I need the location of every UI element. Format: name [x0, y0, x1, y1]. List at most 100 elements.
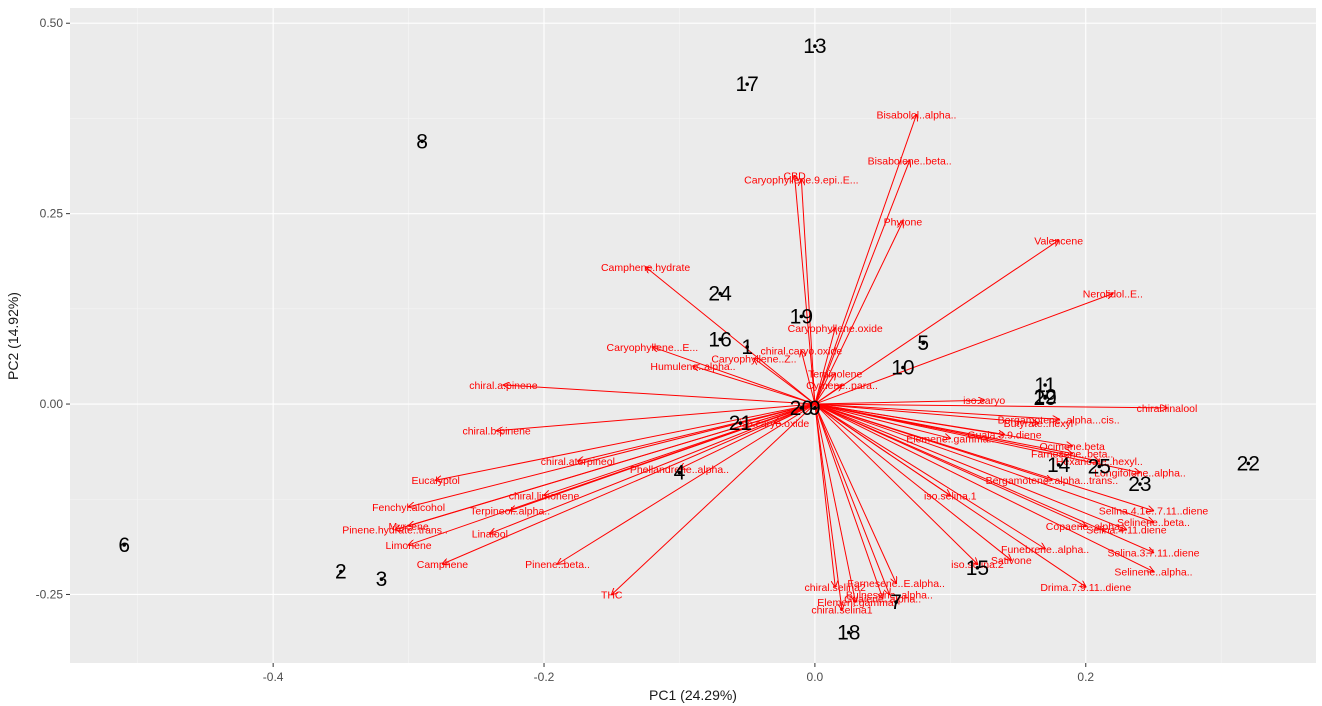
observation-point: [420, 139, 424, 144]
loading-label: Guaiene..alpha..: [844, 593, 921, 605]
x-tick-label: 0.2: [1077, 670, 1094, 684]
x-tick-label: -0.2: [534, 670, 555, 684]
observation-point: [1138, 482, 1142, 486]
observation-label: 24: [708, 283, 732, 306]
loading-label: Terpineol..alpha..: [470, 506, 550, 518]
loading-arrow: [814, 403, 950, 438]
loading-label: Caryophyllene..Z..: [711, 353, 796, 365]
loading-label: Bisabolene..beta..: [868, 155, 952, 167]
loading-label: Caryophyllene.oxide: [788, 323, 883, 335]
observation-point: [718, 291, 722, 296]
y-tick-label: 0.50: [40, 16, 64, 30]
loading-label: Terpinolene: [808, 369, 862, 381]
loading-label: Caryophyllene.9.epi..E...: [744, 174, 858, 186]
loading-arrow: [442, 403, 816, 564]
observation-label: 22: [1237, 452, 1260, 475]
loading-arrow: [409, 403, 816, 507]
loading-arrow: [646, 267, 816, 405]
loading-label: Butyrate..hexyl: [1004, 418, 1073, 430]
loading-arrow: [814, 403, 1154, 522]
observation-label: 19: [790, 305, 813, 328]
plot-panel: [70, 8, 1316, 663]
loading-arrow: [395, 403, 816, 530]
observation-label: 17: [735, 73, 758, 96]
y-axis-title: PC2 (14.92%): [5, 292, 21, 380]
loading-label: chiral.aterpineol: [541, 456, 615, 468]
loading-label: CBD: [783, 171, 806, 183]
y-tick-label: 0.25: [40, 207, 64, 221]
loading-arrow: [801, 351, 816, 405]
loading-label: Fenchyl.alcohol: [372, 502, 445, 514]
loading-arrow: [814, 403, 883, 598]
loading-label: Farnesene..E.alpha..: [847, 578, 944, 590]
x-tick-label: 0.0: [807, 670, 824, 684]
loading-label: Elemene..gamma..: [906, 433, 994, 445]
loading-label: chiral.selina1: [811, 605, 872, 617]
observation-label: 6: [118, 534, 130, 557]
observation-label: 9: [809, 397, 821, 420]
loading-label: Camphene: [417, 559, 469, 571]
loading-arrow: [814, 403, 1154, 511]
loading-label: Phellandrene..alpha..: [630, 464, 729, 476]
observation-points: 12 34567891011121314151617181920212223242…: [118, 35, 1260, 644]
observation-point: [894, 600, 898, 604]
observation-point: [1246, 461, 1251, 466]
loading-label: iso.selina.2: [951, 559, 1004, 571]
x-tick-label: -0.4: [263, 670, 284, 684]
observation-point: [745, 82, 749, 86]
observation-point: [122, 543, 126, 547]
loading-label: iso.caryo.oxide: [739, 418, 809, 430]
observation-point: [339, 569, 343, 574]
observation-label: 20: [790, 397, 813, 420]
observation-point: [921, 341, 926, 345]
loading-label: Bisabolol..alpha..: [876, 110, 956, 122]
loading-arrow: [490, 403, 816, 533]
loading-arrow: [814, 374, 835, 405]
loading-label: Pinene.hydrate..trans..: [342, 525, 448, 537]
loading-arrow: [652, 347, 816, 405]
observation-label: 5: [917, 332, 929, 355]
loading-arrow: [795, 176, 816, 405]
observation-label: 8: [416, 130, 428, 153]
loading-label: Guaia.3.9.diene: [967, 430, 1041, 442]
loading-label: Sativone: [991, 555, 1032, 567]
observation-label: 21: [729, 412, 752, 435]
loading-arrow: [814, 240, 1059, 405]
observation-label: 13: [803, 35, 826, 58]
observation-point: [1043, 383, 1047, 387]
loading-arrow: [814, 400, 984, 405]
loading-arrow: [814, 403, 1086, 587]
loading-label: Bergamotene..alpha...trans..: [986, 475, 1119, 487]
loading-label: Selina.3.7.11..diene: [1107, 548, 1199, 560]
loading-label: chiral.selina2: [805, 582, 866, 594]
loading-arrow: [409, 403, 816, 545]
loading-arrow: [814, 403, 1167, 408]
loading-arrow: [814, 403, 1038, 423]
grid-lines: [70, 8, 1316, 663]
loading-label: Selina.4.1e..7.11..diene: [1099, 506, 1209, 518]
loading-label: iso.selina.1: [924, 490, 977, 502]
observation-label: 2: [335, 561, 347, 584]
loading-arrow: [814, 403, 1072, 446]
loading-labels: Bisabolol..alpha..Bisabolene..beta..CBDC…: [342, 110, 1208, 617]
loading-label: Phytone: [884, 216, 923, 228]
loading-arrow: [814, 115, 917, 405]
loading-label: chiral.caryo.oxide: [760, 346, 842, 358]
loading-label: Selinene..alpha..: [1114, 567, 1192, 579]
observation-point: [745, 345, 749, 349]
loading-arrow: [436, 403, 815, 480]
loading-label: chiral.b.pinene: [462, 426, 530, 438]
loading-label: chiral.a.pinene: [469, 380, 537, 392]
loading-arrow: [814, 385, 842, 405]
loading-arrow: [814, 403, 978, 564]
loading-label: Ocimene.beta: [1040, 441, 1106, 453]
observation-point: [718, 337, 722, 342]
loading-arrow: [814, 403, 1140, 473]
loading-label: Caryophyllene...E...: [607, 342, 699, 354]
loading-arrow: [814, 403, 896, 583]
loading-arrow: [814, 294, 1113, 405]
loading-label: Nerolidol..E..: [1083, 289, 1143, 301]
observation-point: [846, 630, 851, 635]
observation-label: 10: [891, 356, 914, 379]
